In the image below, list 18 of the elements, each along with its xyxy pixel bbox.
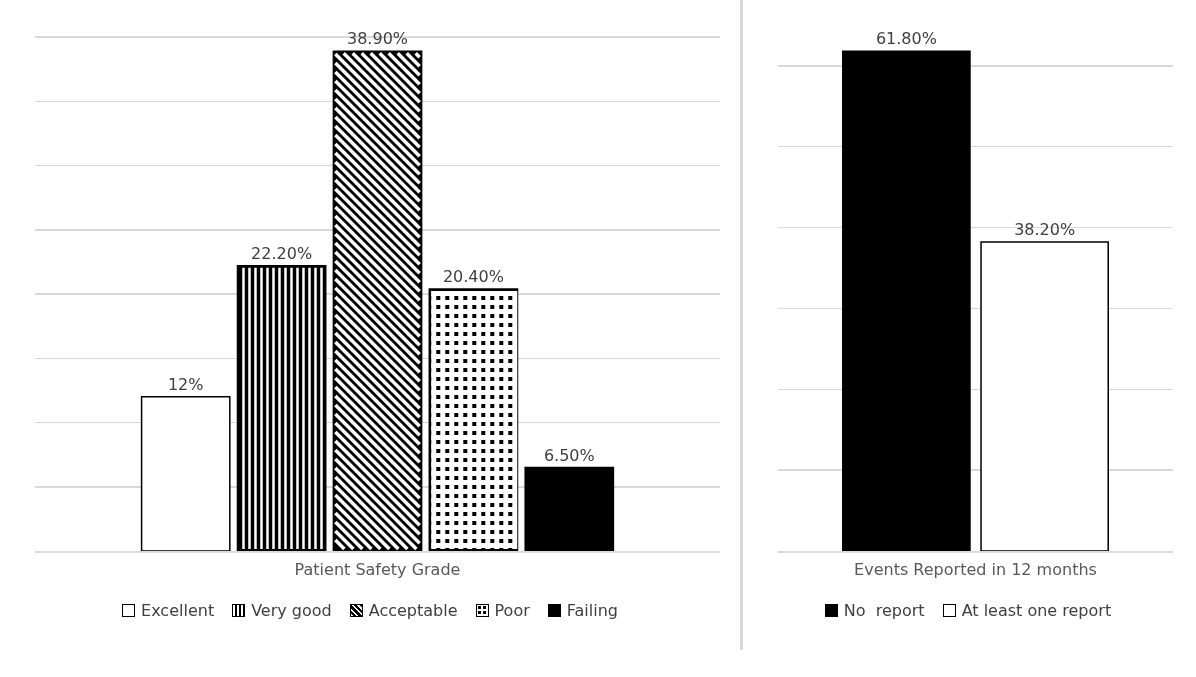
x-axis-title: Patient Safety Grade bbox=[294, 559, 461, 579]
legend-label: Very good bbox=[251, 601, 332, 620]
bar bbox=[524, 466, 615, 551]
data-label: 6.50% bbox=[543, 445, 595, 465]
data-label: 61.80% bbox=[875, 29, 937, 49]
bar bbox=[140, 396, 231, 551]
data-label: 20.40% bbox=[442, 266, 504, 286]
data-label: 22.20% bbox=[251, 243, 313, 263]
legend-label: At least one report bbox=[961, 601, 1112, 620]
data-label: 12% bbox=[167, 374, 204, 394]
legend-label: Poor bbox=[494, 601, 530, 620]
data-label: 38.20% bbox=[1014, 220, 1076, 240]
legend-label: Acceptable bbox=[368, 601, 458, 620]
legend-label: Excellent bbox=[141, 601, 215, 620]
x-axis-title: Events Reported in 12 months bbox=[854, 559, 1097, 579]
legend-label: Failing bbox=[566, 601, 618, 620]
data-label: 38.90% bbox=[346, 29, 409, 49]
legend-label: No report bbox=[843, 601, 925, 620]
